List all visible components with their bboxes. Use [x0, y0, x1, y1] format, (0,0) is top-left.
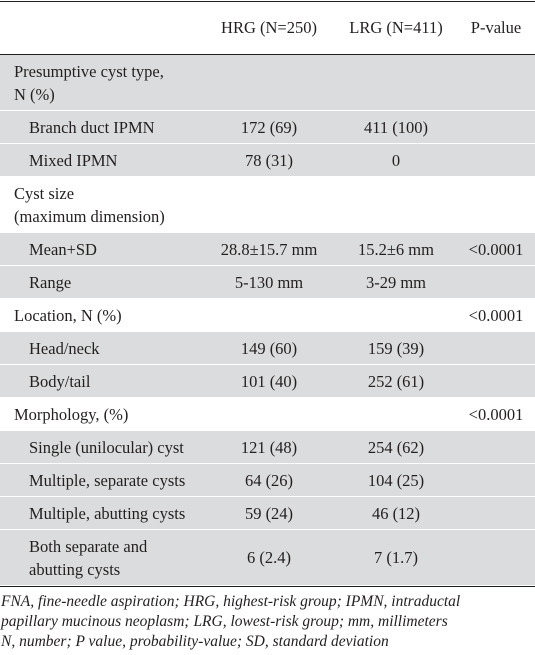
cell-lrg — [335, 176, 457, 233]
table-row: Location, N (%) <0.0001 — [0, 298, 535, 332]
cell-hrg — [203, 397, 335, 431]
cell-pvalue: <0.0001 — [457, 397, 535, 431]
row-label-line: Presumptive cyst type, — [14, 61, 164, 81]
cell-hrg: 149 (60) — [203, 331, 335, 365]
row-label: Branch duct IPMN — [0, 110, 203, 144]
cell-hrg: 101 (40) — [203, 364, 335, 398]
row-label: Both separate and abutting cysts — [0, 529, 203, 586]
cell-pvalue — [457, 430, 535, 464]
row-label: Mean+SD — [0, 232, 203, 266]
row-label: Presumptive cyst type, N (%) — [0, 54, 203, 111]
cell-lrg: 411 (100) — [335, 110, 457, 144]
table-row: Both separate and abutting cysts 6 (2.4) 7 … — [0, 529, 535, 586]
row-label-line: Both separate and — [29, 536, 148, 556]
row-label: Morphology, (%) — [0, 397, 203, 431]
row-label: Mixed IPMN — [0, 143, 203, 177]
cell-hrg: 59 (24) — [203, 496, 335, 530]
top-rule — [0, 1, 535, 2]
row-label: Single (unilocular) cyst — [0, 430, 203, 464]
cell-lrg: 46 (12) — [335, 496, 457, 530]
header-lrg: LRG (N=411) — [349, 18, 443, 37]
row-label: Range — [0, 265, 203, 299]
cell-pvalue — [457, 176, 535, 233]
cell-lrg: 252 (61) — [335, 364, 457, 398]
cell-hrg — [203, 298, 335, 332]
cell-lrg: 3-29 mm — [335, 265, 457, 299]
row-label: Cyst size (maximum dimension) — [0, 176, 203, 233]
cell-lrg: 254 (62) — [335, 430, 457, 464]
footnote-line: FNA, fine-needle aspiration; HRG, highes… — [1, 593, 461, 610]
cell-lrg: 159 (39) — [335, 331, 457, 365]
table-row: Range 5-130 mm 3-29 mm — [0, 265, 535, 299]
cell-hrg: 28.8±15.7 mm — [203, 232, 335, 266]
table-row: Body/tail 101 (40) 252 (61) — [0, 364, 535, 398]
cell-hrg: 5-130 mm — [203, 265, 335, 299]
table-row: Head/neck 149 (60) 159 (39) — [0, 331, 535, 365]
cell-pvalue — [457, 54, 535, 111]
row-label: Head/neck — [0, 331, 203, 365]
footnote: FNA, fine-needle aspiration; HRG, highes… — [0, 587, 531, 652]
cell-hrg: 64 (26) — [203, 463, 335, 497]
footnote-line: papillary mucinous neoplasm; LRG, lowest… — [1, 613, 448, 630]
cell-lrg: 15.2±6 mm — [335, 232, 457, 266]
row-label-line: N (%) — [14, 84, 55, 104]
cell-hrg: 78 (31) — [203, 143, 335, 177]
cell-lrg: 0 — [335, 143, 457, 177]
header-row: HRG (N=250) LRG (N=411) P-value — [0, 2, 535, 55]
cell-hrg: 121 (48) — [203, 430, 335, 464]
cell-lrg: 104 (25) — [335, 463, 457, 497]
cell-pvalue — [457, 143, 535, 177]
cell-pvalue: <0.0001 — [457, 298, 535, 332]
row-label: Multiple, abutting cysts — [0, 496, 203, 530]
results-table: HRG (N=250) LRG (N=411) P-value Presumpt… — [0, 2, 535, 586]
cell-lrg — [335, 397, 457, 431]
cell-pvalue — [457, 265, 535, 299]
table-row: Mixed IPMN 78 (31) 0 — [0, 143, 535, 177]
row-label: Body/tail — [0, 364, 203, 398]
cell-hrg: 6 (2.4) — [203, 529, 335, 586]
table-row: Multiple, separate cysts 64 (26) 104 (25) — [0, 463, 535, 497]
cell-pvalue — [457, 110, 535, 144]
header-hrg: HRG (N=250) — [221, 18, 317, 37]
cell-lrg — [335, 298, 457, 332]
table-row: Mean+SD 28.8±15.7 mm 15.2±6 mm <0.0001 — [0, 232, 535, 266]
cell-pvalue: <0.0001 — [457, 232, 535, 266]
row-label-line: abutting cysts — [29, 559, 121, 579]
table-row: Single (unilocular) cyst 121 (48) 254 (62) — [0, 430, 535, 464]
table-row: Presumptive cyst type, N (%) — [0, 54, 535, 111]
cell-lrg — [335, 54, 457, 111]
header-label — [0, 2, 203, 55]
cell-hrg — [203, 54, 335, 111]
row-label-line: (maximum dimension) — [14, 206, 165, 226]
cell-hrg — [203, 176, 335, 233]
bottom-rule — [0, 586, 535, 587]
cell-pvalue — [457, 364, 535, 398]
table-body: Presumptive cyst type, N (%) Branch duct I… — [0, 54, 535, 586]
row-label: Multiple, separate cysts — [0, 463, 203, 497]
row-label-line: Cyst size — [14, 183, 75, 203]
table-row: Branch duct IPMN 172 (69) 411 (100) — [0, 110, 535, 144]
cell-hrg: 172 (69) — [203, 110, 335, 144]
table-row: Multiple, abutting cysts 59 (24) 46 (12) — [0, 496, 535, 530]
cell-pvalue — [457, 529, 535, 586]
header-pvalue: P-value — [470, 18, 522, 37]
cell-pvalue — [457, 496, 535, 530]
footnote-line: N, number; P value, probability-value; S… — [1, 633, 389, 650]
cell-pvalue — [457, 331, 535, 365]
row-label: Location, N (%) — [0, 298, 203, 332]
table-row: Morphology, (%) <0.0001 — [0, 397, 535, 431]
cell-lrg: 7 (1.7) — [335, 529, 457, 586]
cell-pvalue — [457, 463, 535, 497]
table-row: Cyst size (maximum dimension) — [0, 176, 535, 233]
